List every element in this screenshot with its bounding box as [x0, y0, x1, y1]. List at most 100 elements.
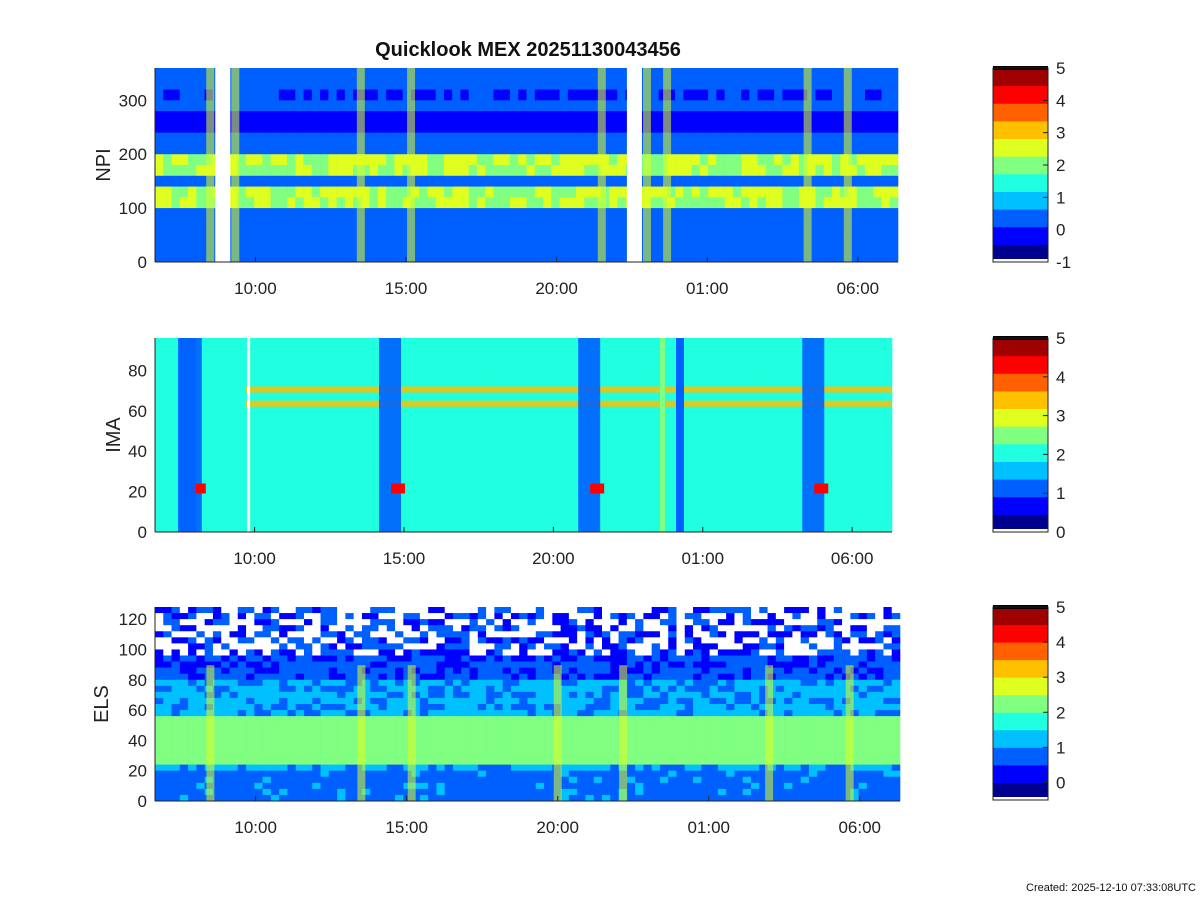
spectrogram-cell — [736, 391, 745, 403]
spectrogram-cell — [502, 758, 512, 765]
spectrogram-cell — [592, 229, 602, 241]
spectrogram-cell — [453, 607, 462, 614]
spectrogram-cell — [246, 613, 255, 620]
spectrogram-cell — [531, 478, 541, 490]
spectrogram-cell — [474, 467, 483, 479]
spectrogram-cell — [295, 728, 305, 735]
low-count-stripe — [379, 338, 402, 532]
spectrogram-cell — [662, 488, 672, 500]
spectrogram-cell — [493, 240, 503, 252]
spectrogram-cell — [493, 251, 503, 263]
spectrogram-cell — [270, 691, 280, 699]
spectrogram-cell — [560, 752, 570, 759]
spectrogram-cell — [523, 370, 532, 382]
spectrogram-cell — [287, 111, 296, 123]
spectrogram-cell — [823, 121, 833, 133]
spectrogram-cell — [428, 704, 437, 711]
spectrogram-cell — [744, 370, 754, 382]
spectrogram-cell — [171, 413, 180, 425]
spectrogram-cell — [477, 704, 487, 711]
spectrogram-cell — [584, 218, 593, 230]
spectrogram-cell — [782, 186, 791, 198]
spectrogram-cell — [883, 510, 893, 522]
spectrogram-cell — [262, 197, 271, 209]
spectrogram-cell — [433, 521, 442, 533]
spectrogram-cell — [237, 240, 247, 252]
spectrogram-cell — [369, 121, 379, 133]
spectrogram-cell — [793, 402, 803, 414]
spectrogram-cell — [469, 631, 479, 638]
spectrogram-cell — [188, 691, 197, 699]
spectrogram-cell — [318, 348, 328, 360]
spectrogram-cell — [400, 424, 410, 436]
spectrogram-cell — [486, 776, 495, 784]
spectrogram-cell — [708, 218, 717, 230]
spectrogram-cell — [443, 100, 453, 112]
spectrogram-cell — [493, 208, 503, 220]
spectrogram-cell — [228, 478, 238, 490]
spectrogram-cell — [155, 229, 164, 241]
spectrogram-cell — [864, 89, 874, 101]
spectrogram-cell — [270, 165, 280, 177]
spectrogram-cell — [303, 165, 313, 177]
spectrogram-cell — [163, 752, 172, 759]
spectrogram-cell — [411, 637, 421, 644]
spectrogram-cell — [889, 251, 899, 263]
spectrogram-cell — [428, 679, 437, 687]
spectrogram-cell — [790, 78, 800, 90]
spectrogram-cell — [461, 716, 470, 723]
spectrogram-cell — [551, 229, 560, 241]
spectrogram-cell — [441, 424, 451, 436]
spectrogram-cell — [790, 165, 800, 177]
spectrogram-cell — [638, 445, 647, 457]
spectrogram-cell — [262, 710, 272, 717]
spectrogram-cell — [196, 734, 205, 741]
spectrogram-cell — [287, 770, 297, 778]
spectrogram-cell — [287, 197, 296, 209]
spectrogram-cell — [842, 510, 852, 522]
spectrogram-cell — [548, 467, 557, 479]
spectrogram-cell — [386, 697, 396, 705]
spectrogram-cell — [646, 456, 655, 468]
spectrogram-cell — [502, 673, 512, 681]
spectrogram-cell — [262, 704, 272, 711]
spectrogram-cell — [304, 655, 313, 662]
spectrogram-cell — [237, 758, 247, 765]
spectrogram-cell — [798, 154, 808, 166]
spectrogram-cell — [777, 456, 786, 468]
spectrogram-cell — [435, 218, 445, 230]
spectrogram-cell — [228, 391, 238, 403]
spectrogram-cell — [551, 143, 560, 155]
spectrogram-cell — [883, 424, 893, 436]
spectrogram-cell — [460, 218, 470, 230]
spectrogram-cell — [277, 478, 287, 490]
spectrogram-cell — [304, 788, 313, 796]
spectrogram-cell — [229, 740, 239, 747]
spectrogram-cell — [270, 111, 280, 123]
spectrogram-cell — [221, 649, 230, 656]
spectrogram-cell — [287, 752, 297, 759]
spectrogram-cell — [328, 782, 338, 790]
spectrogram-cell — [171, 445, 180, 457]
spectrogram-cell — [498, 348, 508, 360]
spectrogram-cell — [526, 132, 536, 144]
spectrogram-cell — [294, 478, 303, 490]
spectrogram-cell — [777, 348, 786, 360]
spectrogram-cell — [774, 111, 783, 123]
spectrogram-cell — [881, 143, 891, 155]
spectrogram-cell — [400, 467, 410, 479]
spectrogram-cell — [163, 510, 172, 522]
spectrogram-cell — [732, 186, 742, 198]
spectrogram-cell — [320, 697, 330, 705]
spectrogram-cell — [345, 704, 354, 711]
spectrogram-cell — [261, 391, 270, 403]
spectrogram-cell — [769, 521, 778, 533]
spectrogram-cell — [675, 208, 684, 220]
spectrogram-cell — [695, 435, 704, 447]
spectrogram-cell — [510, 752, 520, 759]
spectrogram-cell — [889, 175, 899, 187]
spectrogram-cell — [163, 89, 172, 101]
enhancement-feature — [663, 68, 672, 262]
spectrogram-cell — [196, 728, 205, 735]
spectrogram-cell — [769, 413, 778, 425]
